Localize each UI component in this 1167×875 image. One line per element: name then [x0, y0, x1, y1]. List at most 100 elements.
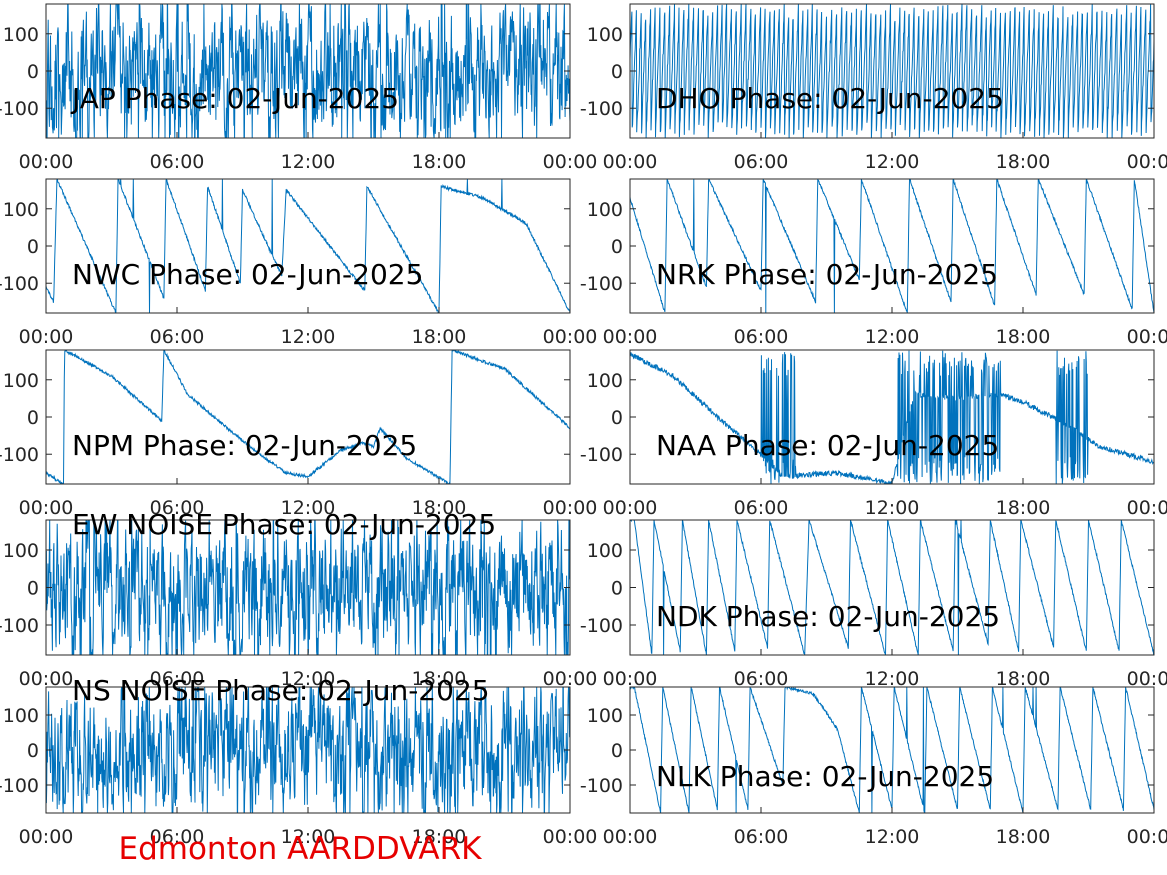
- y-tick-label: -100: [580, 775, 623, 797]
- x-tick-label: 06:00: [150, 497, 205, 519]
- y-tick-label: 0: [27, 578, 39, 600]
- x-tick-label: 18:00: [996, 668, 1051, 690]
- x-tick-label: 18:00: [412, 326, 467, 348]
- phase-trace: [46, 350, 570, 484]
- y-tick-label: -100: [0, 444, 39, 466]
- y-tick-label: -100: [580, 444, 623, 466]
- x-tick-label: 12:00: [865, 668, 920, 690]
- panel-title: NS NOISE Phase: 02-Jun-2025: [72, 674, 490, 707]
- x-tick-label: 00:00: [1127, 151, 1167, 173]
- phase-trace: [46, 4, 570, 138]
- panel-title: JAP Phase: 02-Jun-2025: [70, 82, 399, 115]
- panel-jap: -100 0 100 00:00 06:00 12:00 18:00 00:00 JAP Pha…: [0, 3, 598, 173]
- x-tick-label: 06:00: [734, 826, 789, 848]
- x-tick-label: 06:00: [734, 151, 789, 173]
- x-tick-label: 12:00: [281, 826, 336, 848]
- x-tick-label: 00:00: [1127, 668, 1167, 690]
- x-tick-label: 00:00: [543, 326, 598, 348]
- y-tick-label: 100: [3, 540, 39, 562]
- x-tick-label: 00:00: [19, 497, 74, 519]
- y-tick-label: 0: [611, 740, 623, 762]
- figure-footer-title: Edmonton AARDDVARK: [118, 831, 482, 867]
- x-tick-label: 12:00: [281, 151, 336, 173]
- y-tick-label: 0: [611, 236, 623, 258]
- y-tick-label: 100: [587, 705, 623, 727]
- panel-ns-noise: -100 0 100 00:00 06:00 12:00 18:00 00:00 NS NOIS…: [0, 674, 597, 848]
- x-tick-label: 00:00: [603, 151, 658, 173]
- x-tick-label: 00:00: [1127, 326, 1167, 348]
- y-tick-label: 100: [3, 705, 39, 727]
- x-tick-label: 12:00: [281, 326, 336, 348]
- x-tick-label: 18:00: [996, 326, 1051, 348]
- y-tick-label: 100: [587, 24, 623, 46]
- y-tick-label: 0: [611, 578, 623, 600]
- y-tick-label: 0: [27, 740, 39, 762]
- x-tick-label: 18:00: [996, 497, 1051, 519]
- x-tick-label: 18:00: [412, 497, 467, 519]
- y-tick-label: 0: [27, 236, 39, 258]
- y-tick-label: 100: [587, 540, 623, 562]
- y-tick-label: -100: [580, 615, 623, 637]
- phase-trace: [46, 520, 570, 655]
- x-tick-label: 06:00: [150, 151, 205, 173]
- y-tick-label: 100: [3, 24, 39, 46]
- axes-box: [45, 178, 571, 314]
- y-tick-label: -100: [0, 775, 39, 797]
- x-tick-label: 00:00: [543, 151, 598, 173]
- panel-ndk: -100 0 100 00:00 06:00 12:00 18:00 00:00 NDK Pha…: [580, 519, 1167, 690]
- x-tick-label: 00:00: [1127, 497, 1167, 519]
- x-tick-label: 12:00: [865, 497, 920, 519]
- x-tick-label: 00:00: [19, 668, 74, 690]
- phase-trace: [46, 179, 570, 313]
- phase-trace: [46, 687, 570, 813]
- x-tick-label: 00:00: [543, 497, 598, 519]
- x-tick-label: 00:00: [543, 826, 598, 848]
- panel-ew-noise: -100 0 100 00:00 06:00 12:00 18:00 00:00 EW NOIS…: [0, 508, 597, 690]
- x-tick-label: 12:00: [281, 668, 336, 690]
- y-tick-label: 0: [611, 61, 623, 83]
- phase-trace: [630, 179, 1154, 313]
- x-tick-label: 18:00: [996, 151, 1051, 173]
- x-tick-label: 00:00: [543, 668, 598, 690]
- y-tick-label: -100: [0, 98, 39, 120]
- panel-npm: -100 0 100 00:00 06:00 12:00 18:00 00:00 NPM Pha…: [0, 349, 598, 519]
- x-tick-label: 00:00: [603, 826, 658, 848]
- x-tick-label: 06:00: [150, 826, 205, 848]
- x-tick-label: 06:00: [734, 668, 789, 690]
- x-tick-label: 18:00: [412, 826, 467, 848]
- x-tick-label: 00:00: [19, 826, 74, 848]
- phase-trace: [630, 4, 1154, 138]
- y-tick-label: 100: [3, 370, 39, 392]
- x-tick-label: 00:00: [603, 326, 658, 348]
- y-tick-label: -100: [0, 615, 39, 637]
- panel-title: NAA Phase: 02-Jun-2025: [656, 429, 999, 462]
- y-tick-label: 0: [611, 407, 623, 429]
- panel-naa: -100 0 100 00:00 06:00 12:00 18:00 00:00 NAA Pha…: [580, 349, 1167, 519]
- panel-nwc: -100 0 100 00:00 06:00 12:00 18:00 00:00 NWC Pha…: [0, 178, 598, 348]
- x-tick-label: 06:00: [734, 497, 789, 519]
- panel-nlk: -100 0 100 00:00 06:00 12:00 18:00 00:00 NLK Pha…: [580, 686, 1167, 848]
- x-tick-label: 18:00: [412, 151, 467, 173]
- x-tick-label: 00:00: [1127, 826, 1167, 848]
- y-tick-label: 100: [587, 370, 623, 392]
- x-tick-label: 18:00: [412, 668, 467, 690]
- axes-box: [45, 349, 571, 485]
- x-tick-label: 00:00: [19, 326, 74, 348]
- panel-title: NRK Phase: 02-Jun-2025: [656, 258, 998, 291]
- phase-trace: [630, 520, 1154, 655]
- x-tick-label: 12:00: [865, 826, 920, 848]
- y-tick-label: 0: [27, 61, 39, 83]
- phase-trace: [630, 350, 1154, 484]
- panel-title: EW NOISE Phase: 02-Jun-2025: [72, 508, 496, 541]
- panel-title: DHO Phase: 02-Jun-2025: [656, 82, 1004, 115]
- x-tick-label: 00:00: [603, 497, 658, 519]
- panel-nrk: -100 0 100 00:00 06:00 12:00 18:00 00:00 NRK Pha…: [580, 178, 1167, 348]
- x-tick-label: 00:00: [19, 151, 74, 173]
- x-tick-label: 12:00: [865, 151, 920, 173]
- y-tick-label: 100: [3, 199, 39, 221]
- x-tick-label: 18:00: [996, 826, 1051, 848]
- y-tick-label: 100: [587, 199, 623, 221]
- x-tick-label: 12:00: [865, 326, 920, 348]
- panel-title: NDK Phase: 02-Jun-2025: [656, 600, 1000, 633]
